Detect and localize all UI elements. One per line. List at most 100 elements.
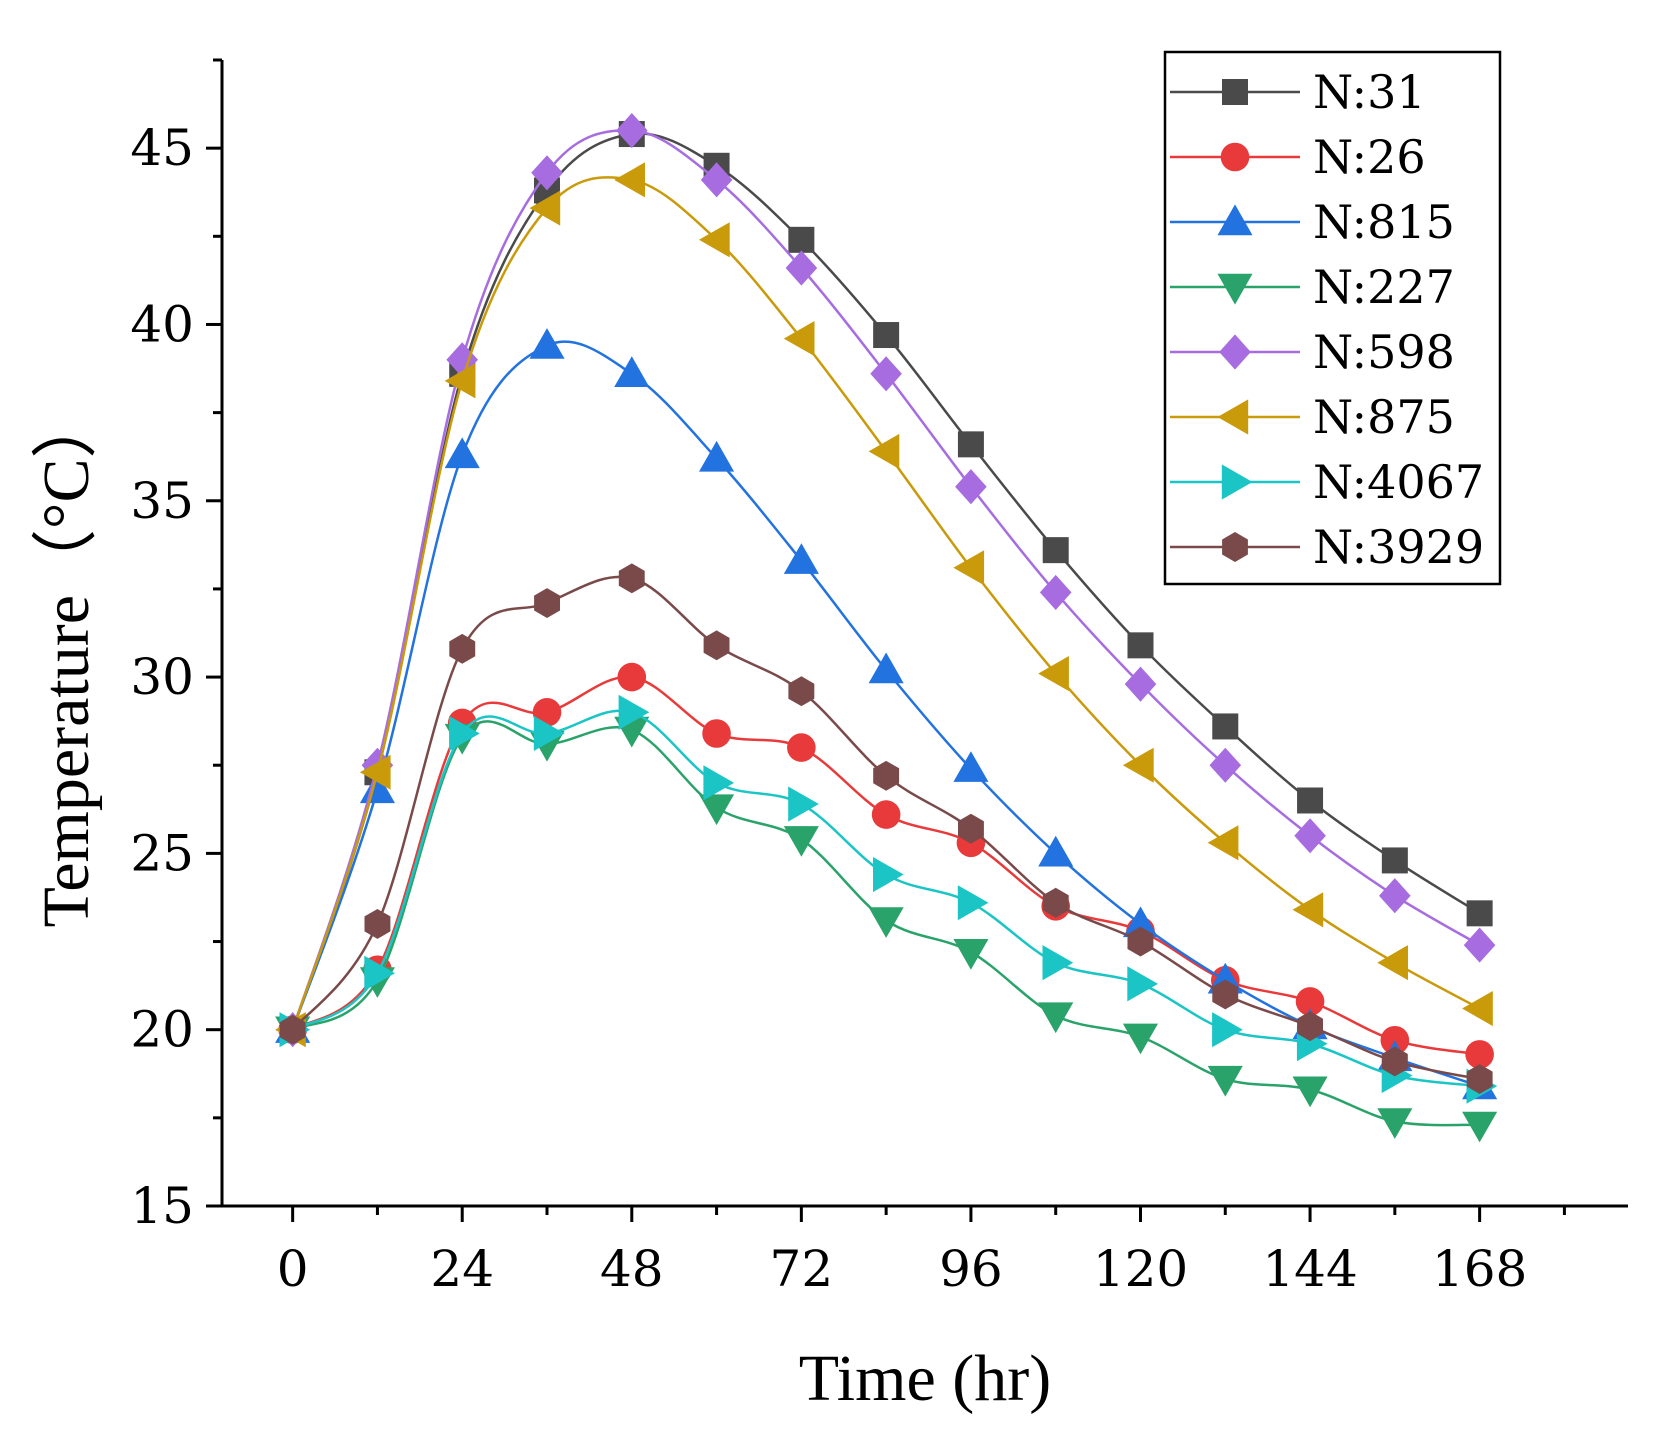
y-tick-label: 35 xyxy=(130,472,194,530)
data-point xyxy=(1207,1065,1243,1097)
data-point xyxy=(783,321,815,357)
data-point xyxy=(1124,666,1157,702)
y-axis-title: Temperature（°C） xyxy=(30,393,103,928)
y-tick-label: 45 xyxy=(130,119,194,177)
legend-item: N:26 xyxy=(1170,130,1426,184)
data-point xyxy=(787,733,816,762)
data-point xyxy=(783,543,819,574)
legend-item: N:815 xyxy=(1170,195,1455,249)
legend-label: N:26 xyxy=(1313,130,1426,184)
series-layer xyxy=(275,113,1498,1143)
data-point xyxy=(873,760,900,791)
data-point xyxy=(1042,945,1074,981)
data-point xyxy=(359,754,391,790)
data-point xyxy=(783,826,819,857)
data-point xyxy=(529,328,565,359)
legend-item: N:4067 xyxy=(1170,455,1484,509)
legend-label: N:875 xyxy=(1313,390,1455,444)
data-point xyxy=(533,715,565,751)
data-point xyxy=(953,550,985,586)
legend-marker xyxy=(1221,464,1253,500)
legend-label: N:227 xyxy=(1313,260,1455,314)
series-N-3929 xyxy=(279,563,1493,1094)
data-point xyxy=(1038,1002,1074,1034)
data-point xyxy=(364,909,391,939)
data-point xyxy=(1297,787,1324,814)
data-point xyxy=(1039,574,1072,610)
data-point xyxy=(953,751,989,782)
data-point xyxy=(444,437,480,469)
data-point xyxy=(703,630,730,661)
data-point xyxy=(1209,747,1242,783)
data-point xyxy=(1294,818,1326,854)
series-line xyxy=(291,575,1480,1081)
data-point xyxy=(957,431,984,458)
data-point xyxy=(534,588,560,618)
data-point xyxy=(529,190,561,226)
data-point xyxy=(873,857,904,893)
data-point xyxy=(1292,892,1324,928)
data-point xyxy=(871,800,901,829)
data-point xyxy=(364,955,395,991)
data-point xyxy=(700,162,733,198)
data-point xyxy=(1463,927,1496,963)
data-point xyxy=(699,794,735,826)
data-point xyxy=(868,907,904,938)
x-tick-label: 48 xyxy=(600,1240,664,1298)
data-point xyxy=(953,939,989,970)
y-tick-label: 30 xyxy=(130,648,194,706)
y-tick-label: 20 xyxy=(130,1001,194,1059)
series-line xyxy=(291,176,1481,1031)
data-point xyxy=(279,1014,306,1045)
data-point xyxy=(446,342,478,378)
legend-label: N:3929 xyxy=(1313,520,1484,574)
data-point xyxy=(955,469,987,505)
legend-marker xyxy=(1222,532,1248,562)
legend-item: N:875 xyxy=(1170,390,1455,444)
data-point xyxy=(531,155,563,191)
data-point xyxy=(616,113,648,149)
data-point xyxy=(444,363,476,399)
data-point xyxy=(614,356,650,387)
legend-label: N:4067 xyxy=(1313,455,1484,509)
data-point xyxy=(702,719,731,748)
legend-marker xyxy=(1219,334,1251,370)
data-point xyxy=(1465,1040,1494,1069)
y-tick-label: 25 xyxy=(130,824,194,882)
x-tick-label: 96 xyxy=(939,1240,1003,1298)
data-point xyxy=(870,356,902,392)
series-line xyxy=(291,340,1480,1088)
data-point xyxy=(788,676,815,707)
data-point xyxy=(1212,713,1239,740)
data-point xyxy=(1042,887,1069,918)
data-point xyxy=(1212,1012,1243,1048)
legend-marker xyxy=(1222,79,1248,105)
data-point xyxy=(699,222,730,258)
data-point xyxy=(1122,747,1154,783)
data-point xyxy=(449,633,476,664)
data-point xyxy=(703,765,735,801)
legend-items: N:31 N:26 N:815 N:227 N:598 N:875 N:4067 N:3929 xyxy=(1170,65,1484,574)
data-point xyxy=(1127,926,1154,957)
legend-item: N:598 xyxy=(1170,325,1455,379)
data-point xyxy=(1212,979,1239,1010)
legend-item: N:3929 xyxy=(1170,520,1484,574)
data-point xyxy=(1122,906,1158,938)
data-point xyxy=(1127,632,1154,659)
data-point xyxy=(1297,1011,1323,1042)
data-point xyxy=(1380,1025,1410,1055)
data-point xyxy=(1379,878,1411,914)
x-tick-label: 0 xyxy=(277,1240,309,1298)
legend-label: N:815 xyxy=(1313,195,1455,249)
data-point xyxy=(1462,1111,1498,1143)
x-tick-label: 72 xyxy=(770,1240,834,1298)
data-point xyxy=(617,662,647,692)
data-point xyxy=(1038,656,1069,692)
data-point xyxy=(1466,900,1493,927)
y-ticks: 15 20 25 30 35 40 45 xyxy=(130,58,222,1235)
data-point xyxy=(614,162,645,198)
data-point xyxy=(1381,1046,1408,1077)
data-point xyxy=(618,563,645,594)
data-point xyxy=(699,440,735,472)
